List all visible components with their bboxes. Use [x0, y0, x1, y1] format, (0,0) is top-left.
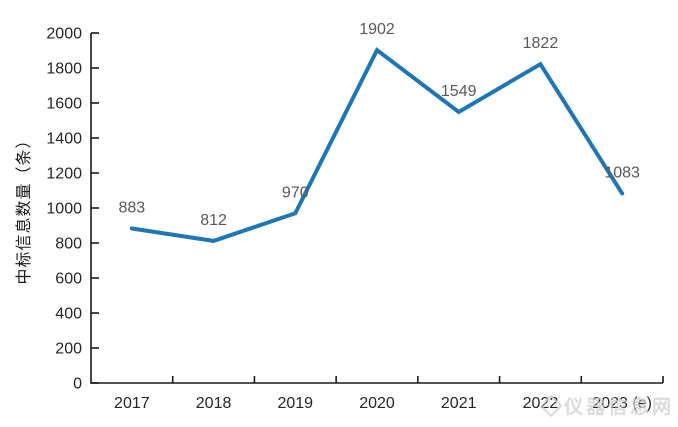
y-tick-label: 200 — [55, 341, 82, 358]
y-tick-label: 1800 — [46, 61, 82, 78]
x-tick-label: 2022 — [523, 395, 559, 412]
data-line — [129, 47, 625, 243]
y-tick-label: 0 — [73, 376, 82, 393]
y-tick-label: 600 — [55, 271, 82, 288]
y-tick-label: 1200 — [46, 166, 82, 183]
data-label: 1902 — [359, 21, 395, 38]
y-tick-label: 1600 — [46, 96, 82, 113]
y-tick-label: 1000 — [46, 201, 82, 218]
y-tick-label: 2000 — [46, 26, 82, 43]
data-label: 883 — [119, 199, 146, 216]
x-tick-label: 2017 — [114, 395, 150, 412]
data-label: 1822 — [523, 35, 559, 52]
x-tick-label: 2021 — [441, 395, 477, 412]
x-tick-label: 2019 — [277, 395, 313, 412]
data-label: 812 — [200, 212, 227, 229]
axis-lines — [90, 33, 663, 384]
y-tick-label: 400 — [55, 306, 82, 323]
data-label: 970 — [282, 184, 309, 201]
data-label: 1549 — [441, 83, 477, 100]
x-tick-label: 2020 — [359, 395, 395, 412]
data-label: 1083 — [604, 164, 640, 181]
y-tick-label: 1400 — [46, 131, 82, 148]
y-tick-label: 800 — [55, 236, 82, 253]
x-tick-label: 2023 (e) — [592, 395, 652, 412]
x-tick-label: 2018 — [196, 395, 232, 412]
